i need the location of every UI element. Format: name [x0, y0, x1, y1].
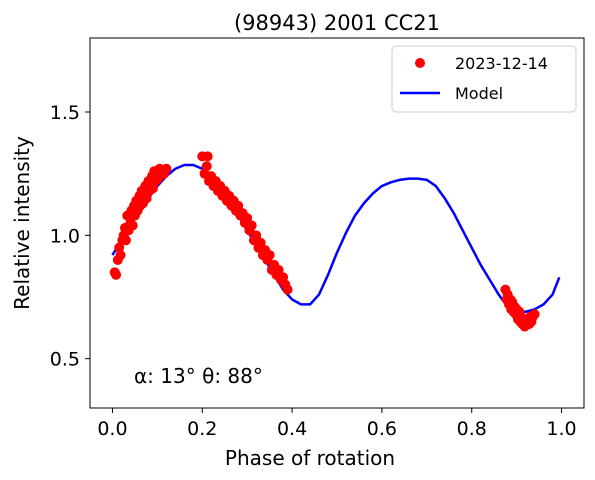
y-axis-label: Relative intensity	[10, 136, 34, 310]
x-tick-label: 0.0	[97, 418, 127, 440]
y-tick-label: 1.5	[50, 102, 80, 124]
model-line	[111, 163, 561, 314]
y-tick-label: 1.0	[50, 225, 80, 247]
x-axis-ticks: 0.0 0.2 0.4 0.6 0.8 1.0	[97, 408, 577, 440]
observation-point	[255, 237, 266, 248]
observation-point	[251, 230, 262, 241]
observation-point	[529, 309, 540, 320]
observation-point	[111, 269, 122, 280]
x-tick-label: 0.4	[277, 418, 307, 440]
x-tick-label: 1.0	[546, 418, 576, 440]
x-tick-label: 0.8	[457, 418, 487, 440]
plot-area	[89, 37, 585, 409]
legend-marker-observations	[415, 58, 425, 68]
x-tick-label: 0.2	[187, 418, 217, 440]
observation-point	[120, 235, 131, 246]
observation-point	[273, 264, 284, 275]
observation-point	[201, 161, 212, 172]
observation-point	[282, 284, 293, 295]
legend: 2023-12-14 Model	[391, 45, 577, 113]
observation-point	[242, 213, 253, 224]
observation-point	[115, 250, 126, 261]
y-tick-label: 0.5	[50, 349, 80, 371]
legend-box	[391, 45, 577, 113]
observation-point	[233, 200, 244, 211]
legend-label-observations: 2023-12-14	[455, 54, 548, 73]
observation-point	[246, 220, 257, 231]
x-axis-label: Phase of rotation	[225, 446, 395, 470]
observation-point	[202, 151, 213, 162]
observation-point	[161, 163, 172, 174]
model-series	[111, 163, 561, 314]
observation-point	[127, 220, 138, 231]
plot-frame	[89, 37, 585, 409]
observation-series	[109, 151, 540, 332]
orientation-annotation: α: 13° θ: 88°	[134, 364, 263, 388]
y-axis-ticks: 0.5 1.0 1.5	[50, 102, 90, 371]
x-tick-label: 0.6	[367, 418, 397, 440]
observation-point	[264, 250, 275, 261]
chart-title: (98943) 2001 CC21	[234, 11, 440, 35]
legend-label-model: Model	[455, 84, 503, 103]
